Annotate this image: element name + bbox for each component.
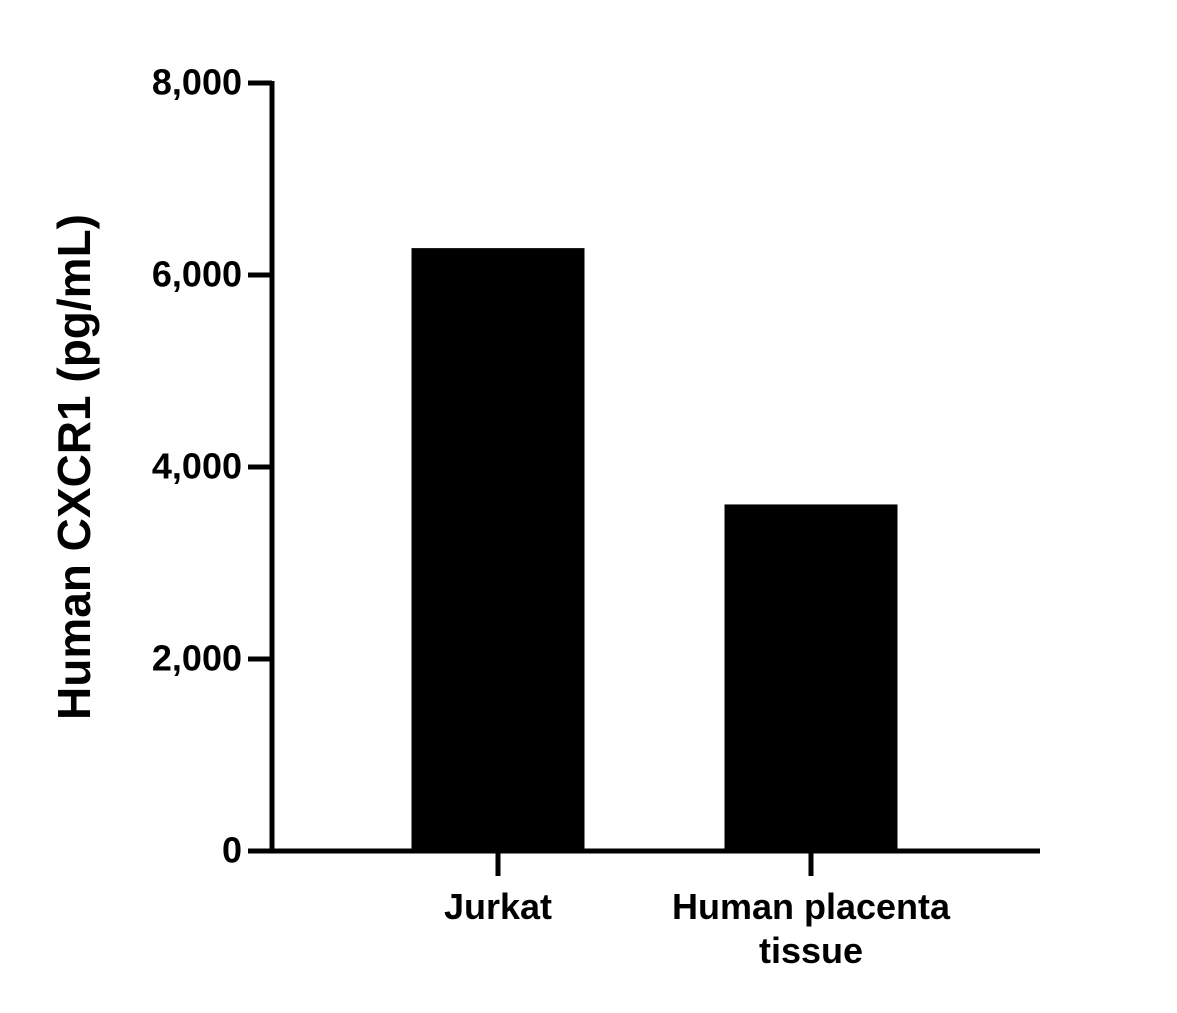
x-tick-label: Jurkat [443,886,553,927]
y-tick-label: 0 [222,830,242,871]
y-tick-label: 6,000 [152,254,242,295]
bar [724,504,898,851]
y-tick-label: 4,000 [152,446,242,487]
y-tick-label: 2,000 [152,638,242,679]
x-tick-label: Human placenta tissue [671,886,951,971]
y-axis-label: Human CXCR1 (pg/mL) [48,214,100,720]
y-tick-label: 8,000 [152,62,242,103]
bar [411,248,585,851]
